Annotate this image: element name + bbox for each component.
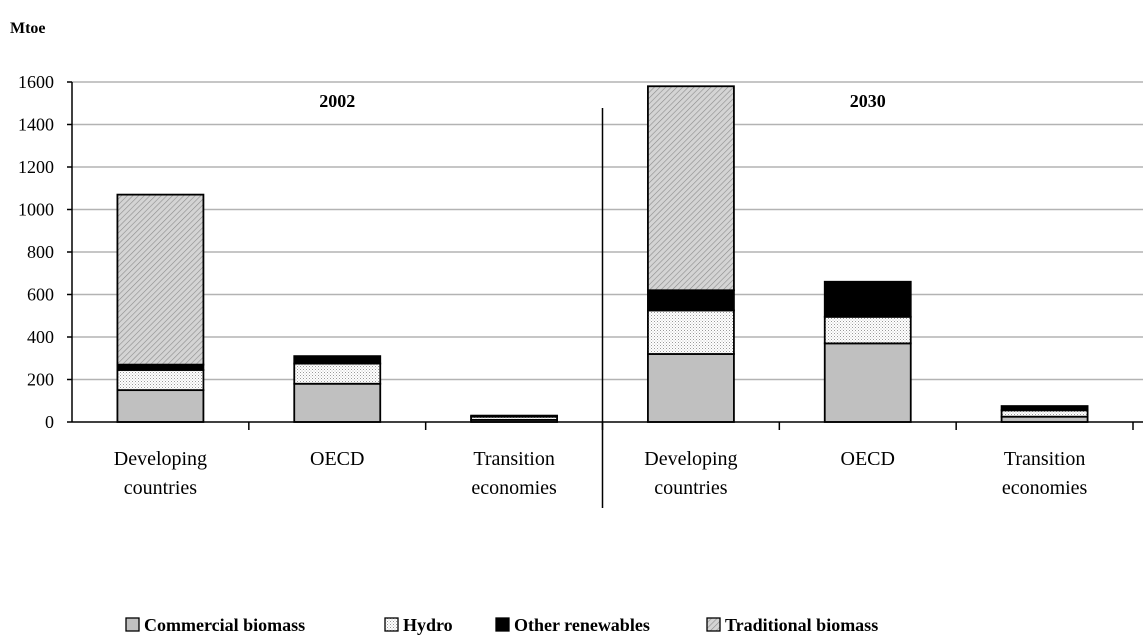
x-tick-label: OECD	[841, 448, 895, 470]
bar-segment	[647, 353, 735, 423]
legend-label: Traditional biomass	[725, 615, 878, 635]
legend-swatch	[495, 617, 510, 632]
bar-segment	[1000, 409, 1089, 418]
bar-segment	[823, 280, 912, 318]
bar-segment	[1000, 405, 1089, 412]
y-tick-label: 800	[27, 242, 54, 262]
bar-segment	[293, 382, 382, 423]
y-tick-label: 400	[27, 327, 54, 347]
bar-segment	[293, 362, 382, 385]
panel-label: 2030	[850, 91, 886, 111]
y-tick-label: 0	[45, 412, 54, 432]
bar-segment	[116, 389, 205, 423]
bar-segment	[647, 309, 735, 355]
legend-swatch	[125, 617, 140, 632]
bar-segment	[470, 414, 558, 418]
y-tick-label: 1400	[18, 115, 54, 135]
bar-segment	[293, 355, 382, 365]
x-tick-label: economies	[471, 477, 557, 499]
bar-segment	[647, 85, 735, 292]
panel-label: 2002	[319, 91, 355, 111]
bar-segment	[823, 315, 912, 345]
y-tick-label: 600	[27, 285, 54, 305]
legend-label: Commercial biomass	[144, 615, 305, 635]
legend-label: Other renewables	[514, 615, 650, 635]
bar-segment	[116, 369, 205, 392]
x-tick-label: Transition	[1004, 448, 1086, 470]
x-tick-label: countries	[124, 477, 198, 499]
y-tick-label: 1200	[18, 157, 54, 177]
x-tick-label: Transition	[473, 448, 555, 470]
x-tick-label: OECD	[310, 448, 364, 470]
bar-segment	[647, 289, 735, 312]
x-tick-label: Developing	[644, 448, 737, 470]
x-tick-label: economies	[1002, 477, 1088, 499]
x-tick-label: Developing	[114, 448, 207, 470]
y-tick-label: 1600	[18, 72, 54, 92]
legend-swatch	[384, 617, 399, 632]
y-axis-label: Mtoe	[10, 20, 46, 37]
x-tick-label: countries	[654, 477, 728, 499]
legend-swatch	[706, 617, 721, 632]
y-tick-label: 200	[27, 370, 54, 390]
bar-segment	[823, 342, 912, 423]
bar-segment	[116, 193, 205, 366]
legend-label: Hydro	[403, 615, 453, 635]
y-tick-label: 1000	[18, 200, 54, 220]
